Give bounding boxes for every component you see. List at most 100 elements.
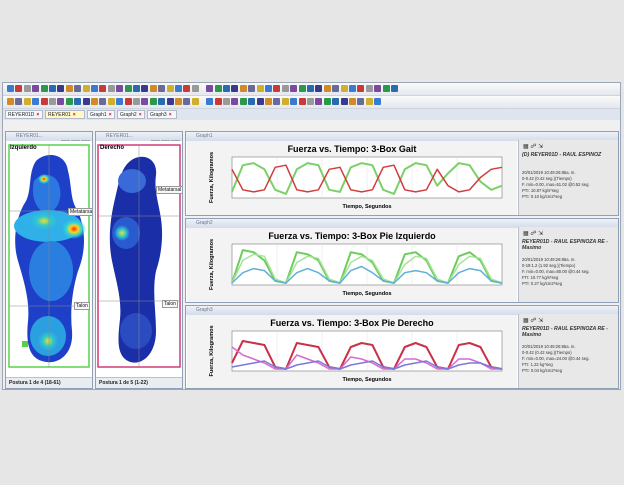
toolbar-icon[interactable] (223, 85, 230, 92)
toolbar-icon[interactable] (99, 85, 107, 92)
toolbar-icon[interactable] (332, 85, 340, 92)
toolbar-icon[interactable] (231, 85, 239, 92)
toolbar-icon[interactable] (91, 98, 98, 105)
toolbar-icon[interactable] (91, 85, 98, 92)
table-icon[interactable]: ▦ (523, 231, 529, 237)
toolbar-icon[interactable] (141, 85, 149, 92)
toolbar-icon[interactable] (166, 98, 174, 105)
toolbar-icon[interactable] (40, 98, 48, 105)
toolbar-icon[interactable] (7, 85, 14, 92)
toolbar-icon[interactable] (57, 85, 65, 92)
toolbar-icon[interactable] (124, 85, 132, 92)
chart-icon[interactable]: ☍ (530, 144, 537, 150)
toolbar-icon[interactable] (65, 98, 73, 105)
toolbar-icon[interactable] (365, 98, 373, 105)
toolbar-icon[interactable] (323, 98, 331, 105)
toolbar-icon[interactable] (374, 98, 382, 105)
toolbar-icon[interactable] (290, 85, 298, 92)
toolbar-icon[interactable] (116, 98, 124, 105)
chart-icon[interactable]: ☍ (530, 231, 537, 237)
toolbar-icon[interactable] (239, 98, 247, 105)
toolbar-icon[interactable] (133, 85, 140, 92)
toolbar-icon[interactable] (124, 98, 132, 105)
toolbar-icon[interactable] (183, 98, 191, 105)
toolbar-icon[interactable] (214, 85, 222, 92)
toolbar-icon[interactable] (149, 98, 157, 105)
toolbar-icon[interactable] (298, 85, 306, 92)
toolbar-icon[interactable] (74, 85, 82, 92)
toolbar-icon[interactable] (391, 85, 398, 92)
toolbar-icon[interactable] (141, 98, 149, 105)
tab-graph2[interactable]: Graph2 × (117, 110, 145, 119)
close-icon[interactable]: × (138, 112, 142, 118)
toolbar-icon[interactable] (15, 85, 23, 92)
toolbar-icon[interactable] (175, 98, 182, 105)
toolbar-icon[interactable] (307, 98, 314, 105)
toolbar-icon[interactable] (149, 85, 157, 92)
toolbar-icon[interactable] (158, 85, 166, 92)
toolbar-icon[interactable] (7, 98, 14, 105)
toolbar-icon[interactable] (166, 85, 174, 92)
toolbar-icon[interactable] (183, 85, 191, 92)
close-icon[interactable]: × (72, 112, 76, 118)
toolbar-icon[interactable] (231, 98, 239, 105)
toolbar-icon[interactable] (107, 98, 115, 105)
toolbar-icon[interactable] (32, 98, 40, 105)
toolbar-icon[interactable] (223, 98, 230, 105)
toolbar-icon[interactable] (40, 85, 48, 92)
toolbar-icon[interactable] (206, 85, 214, 92)
toolbar-icon[interactable] (107, 85, 115, 92)
toolbar-icon[interactable] (99, 98, 107, 105)
toolbar-icon[interactable] (214, 98, 222, 105)
toolbar-icon[interactable] (82, 85, 90, 92)
export-icon[interactable]: ⇲ (538, 144, 544, 150)
toolbar-icon[interactable] (23, 85, 31, 92)
tab-reyer01[interactable]: REYER01 × (45, 110, 85, 119)
toolbar-icon[interactable] (273, 85, 281, 92)
toolbar-icon[interactable] (365, 85, 373, 92)
tab-graph1[interactable]: Graph1 × (87, 110, 115, 119)
toolbar-icon[interactable] (357, 98, 365, 105)
toolbar-icon[interactable] (256, 98, 264, 105)
close-icon[interactable]: × (36, 112, 40, 118)
toolbar-icon[interactable] (175, 85, 182, 92)
toolbar-icon[interactable] (307, 85, 314, 92)
toolbar-icon[interactable] (49, 85, 56, 92)
toolbar-icon[interactable] (323, 85, 331, 92)
toolbar-icon[interactable] (49, 98, 56, 105)
toolbar-icon[interactable] (349, 98, 356, 105)
close-icon[interactable]: × (168, 112, 172, 118)
tab-graph3[interactable]: Graph3 × (147, 110, 177, 119)
toolbar-icon[interactable] (116, 85, 124, 92)
toolbar-icon[interactable] (239, 85, 247, 92)
tab-reyer01d[interactable]: REYER01D × (5, 110, 43, 119)
chart-icon[interactable]: ☍ (530, 318, 537, 324)
toolbar-icon[interactable] (57, 98, 65, 105)
toolbar-icon[interactable] (265, 85, 272, 92)
toolbar-icon[interactable] (281, 85, 289, 92)
export-icon[interactable]: ⇲ (538, 231, 544, 237)
toolbar-icon[interactable] (158, 98, 166, 105)
export-icon[interactable]: ⇲ (538, 318, 544, 324)
toolbar-icon[interactable] (82, 98, 90, 105)
toolbar-icon[interactable] (374, 85, 382, 92)
table-icon[interactable]: ▦ (523, 318, 529, 324)
toolbar-icon[interactable] (65, 85, 73, 92)
toolbar-icon[interactable] (248, 85, 256, 92)
close-icon[interactable]: × (108, 112, 112, 118)
toolbar-icon[interactable] (206, 98, 214, 105)
toolbar-icon[interactable] (281, 98, 289, 105)
toolbar-icon[interactable] (298, 98, 306, 105)
toolbar-icon[interactable] (349, 85, 356, 92)
toolbar-icon[interactable] (191, 98, 199, 105)
toolbar-icon[interactable] (340, 98, 348, 105)
toolbar-icon[interactable] (133, 98, 140, 105)
toolbar-icon[interactable] (315, 85, 323, 92)
toolbar-icon[interactable] (332, 98, 340, 105)
toolbar-icon[interactable] (382, 85, 390, 92)
toolbar-icon[interactable] (315, 98, 323, 105)
toolbar-icon[interactable] (248, 98, 256, 105)
toolbar-icon[interactable] (256, 85, 264, 92)
toolbar-icon[interactable] (23, 98, 31, 105)
toolbar-icon[interactable] (15, 98, 23, 105)
